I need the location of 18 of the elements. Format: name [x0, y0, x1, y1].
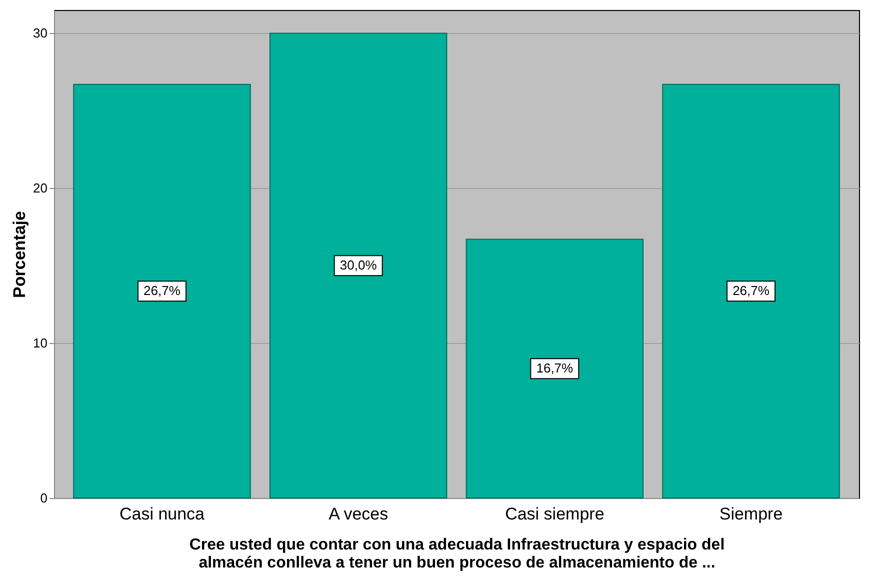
data-label: 30,0%: [340, 258, 378, 273]
data-label: 26,7%: [144, 283, 181, 298]
bar: [269, 32, 448, 498]
bar: [73, 84, 251, 498]
x-tick-label: Siempre: [719, 504, 783, 524]
x-tick-label: Casi nunca: [119, 504, 206, 524]
bar: [466, 238, 644, 498]
data-label: 16,7%: [536, 360, 574, 376]
bar: [662, 84, 840, 498]
y-tick-label: 20: [33, 180, 48, 196]
x-tick-label: Casi siempre: [505, 504, 604, 524]
y-tick-label: 0: [40, 490, 48, 506]
y-tick-label: 10: [33, 336, 48, 351]
y-axis-title: Porcentaje: [10, 211, 30, 298]
x-tick-label: A veces: [328, 504, 388, 524]
x-axis-title: Cree usted que contar con una adecuada Infraestructura y espacio del almacén conlleva a tener un buen proceso de almacenamiento de ...: [189, 536, 725, 572]
data-label: 26,7%: [732, 283, 770, 298]
y-tick-label: 30: [33, 26, 48, 41]
